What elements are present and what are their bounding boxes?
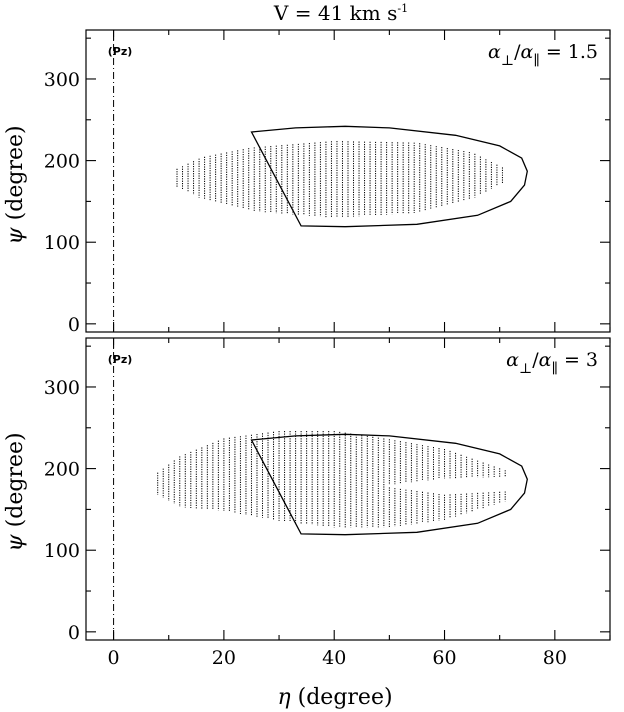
y-tick-label: 200 [44,459,80,481]
x-tick-label: 60 [432,647,456,669]
x-tick-label: 80 [543,647,567,669]
hatched-region [157,431,506,528]
contour-line [250,433,528,536]
y-tick-label: 300 [44,69,80,91]
y-tick-label: 300 [44,377,80,399]
panel-top: 0 100 200 300 (Pz) α⊥/α∥ = 1.5 [44,29,611,336]
plot-frame [85,29,611,333]
panel-tag: (Pz) [108,353,133,366]
y-tick-label: 100 [44,232,80,254]
y-axis-label-top: ψ (degree) [3,125,28,244]
contour-line [250,125,528,228]
y-axis-label-bottom: ψ (degree) [3,432,28,551]
x-tick-label: 40 [322,647,346,669]
figure-title: V = 41 km s-1 [273,1,408,25]
y-tick-label: 200 [44,151,80,173]
x-axis-label: η (degree) [277,685,392,710]
plot-frame [85,337,611,641]
y-tick-label: 0 [68,622,80,644]
y-tick-label: 0 [68,314,80,336]
x-tick-label: 20 [212,647,236,669]
x-tick-label: 0 [108,647,120,669]
panel-tag: (Pz) [108,45,133,58]
panel-bottom: 0 100 200 300 0 20 40 60 80 (Pz) α⊥/α∥ = 3 [44,337,611,669]
y-tick-label: 100 [44,540,80,562]
ratio-label: α⊥/α∥ = 1.5 [488,41,598,69]
hatched-region [176,141,503,218]
ratio-label: α⊥/α∥ = 3 [506,349,598,377]
